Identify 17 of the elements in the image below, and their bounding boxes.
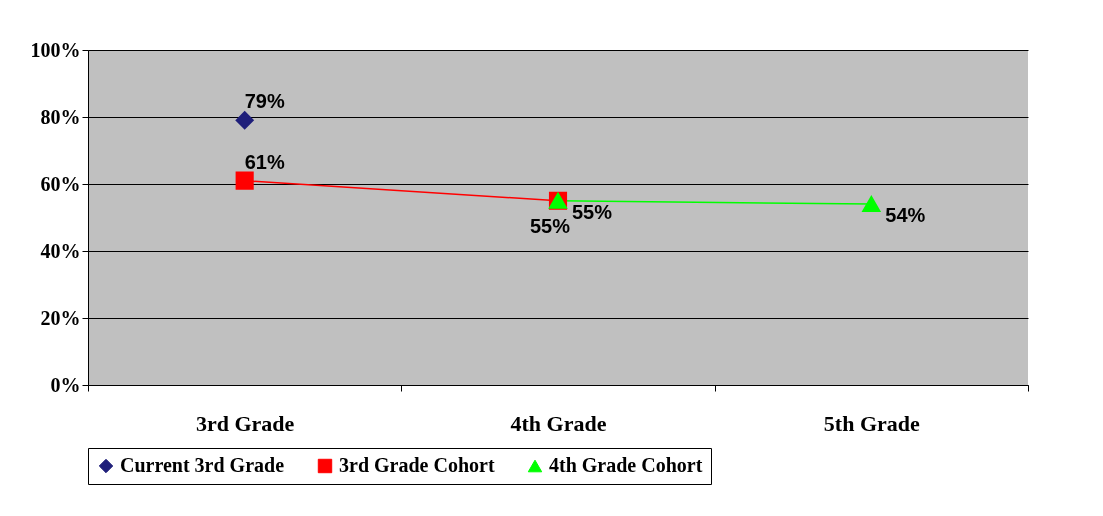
legend-label: Current 3rd Grade <box>120 454 285 476</box>
data-label: 54% <box>885 204 926 227</box>
data-label: 61% <box>244 150 285 173</box>
data-label: 55% <box>572 200 613 223</box>
x-tick-label: 5th Grade <box>823 410 921 436</box>
legend-label: 3rd Grade Cohort <box>339 454 495 476</box>
x-tick-label: 3rd Grade <box>195 410 295 436</box>
data-label: 79% <box>244 90 285 113</box>
x-tick-label: 4th Grade <box>510 410 607 436</box>
y-tick-label: 100% <box>30 38 81 61</box>
y-tick-label: 40% <box>40 239 81 262</box>
data-label: 55% <box>529 214 571 237</box>
y-tick-label: 0% <box>50 373 81 396</box>
legend-label: 4th Grade Cohort <box>549 454 703 476</box>
y-tick-label: 80% <box>40 105 81 128</box>
y-tick-label: 20% <box>40 306 81 329</box>
y-tick-label: 60% <box>40 172 81 195</box>
